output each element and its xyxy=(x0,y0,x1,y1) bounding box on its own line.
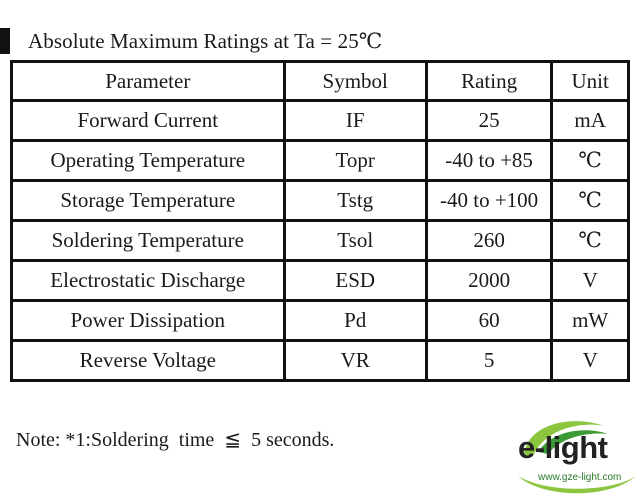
cell-rating: 5 xyxy=(424,339,554,382)
cell-parameter: Electrostatic Discharge xyxy=(10,259,286,302)
cell-unit: V xyxy=(550,339,630,382)
section-heading: Absolute Maximum Ratings at Ta = 25℃ xyxy=(0,26,382,56)
cell-parameter: Soldering Temperature xyxy=(10,219,286,262)
table-row: Reverse Voltage VR 5 V xyxy=(10,339,630,382)
logo-url: www.gze-light.com xyxy=(538,472,622,483)
cell-rating: 260 xyxy=(424,219,554,262)
header-parameter: Parameter xyxy=(10,60,286,102)
cell-rating: 2000 xyxy=(424,259,554,302)
cell-parameter: Operating Temperature xyxy=(10,139,286,182)
cell-parameter: Power Dissipation xyxy=(10,299,286,342)
table-row: Forward Current IF 25 mA xyxy=(10,99,630,142)
cell-symbol: VR xyxy=(282,339,428,382)
cell-unit: ℃ xyxy=(550,219,630,262)
cell-unit: mA xyxy=(550,99,630,142)
table-header-row: Parameter Symbol Rating Unit xyxy=(10,60,630,102)
table-row: Power Dissipation Pd 60 mW xyxy=(10,299,630,342)
header-rating: Rating xyxy=(424,60,554,102)
cell-rating: 60 xyxy=(424,299,554,342)
cell-symbol: ESD xyxy=(282,259,428,302)
heading-title: Absolute Maximum Ratings at Ta = 25℃ xyxy=(28,28,383,53)
cell-symbol: Tsol xyxy=(282,219,428,262)
cell-rating: -40 to +85 xyxy=(424,139,554,182)
cell-rating: -40 to +100 xyxy=(424,179,554,222)
cell-parameter: Storage Temperature xyxy=(10,179,286,222)
cell-unit: V xyxy=(550,259,630,302)
cell-unit: mW xyxy=(550,299,630,342)
heading-marker xyxy=(0,28,10,54)
header-symbol: Symbol xyxy=(282,60,428,102)
table-row: Electrostatic Discharge ESD 2000 V xyxy=(10,259,630,302)
logo-swoosh-icon xyxy=(518,421,636,494)
cell-symbol: Tstg xyxy=(282,179,428,222)
footnote: Note: *1:Soldering time ≦ 5 seconds. xyxy=(16,429,335,451)
table-row: Soldering Temperature Tsol 260 ℃ xyxy=(10,219,630,262)
table-row: Operating Temperature Topr -40 to +85 ℃ xyxy=(10,139,630,182)
cell-rating: 25 xyxy=(424,99,554,142)
cell-parameter: Reverse Voltage xyxy=(10,339,286,382)
ratings-table: Parameter Symbol Rating Unit Forward Cur… xyxy=(10,60,630,382)
e-light-logo: e-light www.gze-light.com xyxy=(512,414,640,500)
header-unit: Unit xyxy=(550,60,630,102)
cell-unit: ℃ xyxy=(550,179,630,222)
cell-symbol: IF xyxy=(282,99,428,142)
logo-wordmark: e-light xyxy=(518,430,608,465)
cell-symbol: Topr xyxy=(282,139,428,182)
cell-symbol: Pd xyxy=(282,299,428,342)
cell-unit: ℃ xyxy=(550,139,630,182)
table-row: Storage Temperature Tstg -40 to +100 ℃ xyxy=(10,179,630,222)
cell-parameter: Forward Current xyxy=(10,99,286,142)
